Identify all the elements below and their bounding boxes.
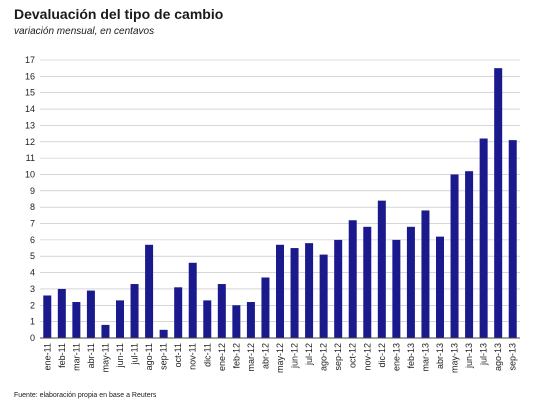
bar-jun-12 (290, 248, 299, 338)
bar-nov-11 (188, 262, 197, 338)
y-tick-label: 7 (30, 219, 35, 229)
bar-ene-11 (43, 295, 52, 338)
x-tick-label: jul-13 (479, 343, 489, 366)
y-tick-label: 9 (30, 186, 35, 196)
x-tick-label: ago-11 (144, 343, 154, 370)
x-tick-label: dic-12 (377, 343, 387, 368)
x-tick-label: ene-11 (42, 343, 52, 370)
bar-jul-11 (130, 284, 139, 338)
x-tick-label: ago-12 (319, 343, 329, 371)
x-tick-label: nov-11 (188, 343, 198, 370)
bar-sep-13 (508, 140, 517, 338)
y-tick-label: 6 (30, 235, 35, 245)
x-tick-label: jul-11 (130, 343, 140, 365)
x-tick-label: jun-13 (464, 343, 474, 369)
x-tick-label: oct-12 (348, 343, 358, 368)
bar-mar-12 (246, 302, 255, 338)
bar-jun-13 (465, 171, 474, 338)
bar-oct-11 (174, 287, 183, 338)
bar-jun-11 (116, 300, 124, 338)
bar-sep-11 (159, 329, 168, 338)
x-tick-label: abr-12 (260, 343, 270, 369)
x-tick-label: abr-13 (435, 343, 445, 369)
x-tick-label: may-12 (275, 343, 285, 373)
x-tick-label: sep-11 (159, 343, 169, 370)
y-tick-label: 4 (30, 268, 35, 278)
y-tick-label: 11 (26, 153, 35, 163)
bar-feb-12 (232, 305, 241, 338)
bar-jul-12 (305, 243, 314, 338)
bar-dic-12 (377, 200, 386, 338)
x-tick-label: ene-12 (217, 343, 227, 371)
bar-mar-11 (72, 302, 81, 338)
x-tick-label: jul-12 (304, 343, 314, 366)
y-tick-label: 17 (25, 55, 35, 65)
x-tick-label: mar-12 (246, 343, 256, 372)
x-tick-label: may-13 (450, 343, 460, 373)
x-axis-ticks: ene-11 feb-11 mar-11 abr-11 may-11 jun-11 jul-… (42, 343, 517, 373)
x-tick-label: mar-11 (71, 343, 81, 371)
bar-oct-12 (348, 220, 357, 338)
y-tick-label: 15 (25, 88, 35, 98)
bar-may-13 (450, 174, 459, 338)
bar-abr-12 (261, 277, 270, 338)
bar-ene-13 (392, 239, 401, 338)
bar-may-11 (101, 324, 110, 338)
bar-ago-13 (494, 68, 503, 339)
bar-jul-13 (479, 138, 488, 338)
source-note: Fuente: elaboración propia en base a Reu… (14, 392, 157, 399)
bar-abr-13 (436, 236, 444, 338)
bar-mar-13 (421, 210, 430, 338)
y-tick-label: 3 (30, 284, 35, 294)
x-tick-label: jun-12 (290, 343, 300, 369)
x-tick-label: sep-13 (508, 343, 518, 371)
bar-ago-12 (319, 254, 328, 338)
x-tick-label: jun-11 (115, 343, 125, 368)
y-tick-label: 14 (25, 104, 35, 114)
bar-sep-12 (334, 239, 343, 338)
bar-nov-12 (363, 226, 372, 338)
y-tick-label: 16 (25, 71, 35, 81)
chart-subtitle: variación mensual, en centavos (14, 26, 155, 37)
y-tick-label: 10 (25, 169, 35, 179)
x-tick-label: abr-11 (86, 343, 96, 368)
x-tick-label: nov-12 (362, 343, 372, 371)
y-tick-label: 13 (25, 120, 35, 130)
bar-dic-11 (203, 300, 212, 338)
x-tick-label: dic-11 (202, 343, 212, 367)
x-tick-label: oct-11 (173, 343, 183, 367)
x-tick-label: may-11 (100, 343, 110, 372)
y-tick-label: 0 (30, 333, 35, 343)
y-tick-label: 1 (30, 317, 35, 327)
y-tick-label: 5 (30, 251, 35, 261)
y-tick-label: 2 (30, 300, 35, 310)
bar-feb-13 (406, 226, 415, 338)
x-tick-label: feb-13 (406, 343, 416, 369)
x-tick-label: feb-11 (57, 343, 67, 368)
x-tick-label: ago-13 (493, 343, 503, 371)
chart-title: Devaluación del tipo de cambio (14, 6, 224, 22)
y-tick-label: 8 (30, 202, 35, 212)
bar-ene-12 (217, 284, 226, 338)
x-tick-label: sep-12 (333, 343, 343, 371)
x-tick-label: feb-12 (231, 343, 241, 369)
gridlines (40, 59, 520, 339)
x-tick-label: mar-13 (420, 343, 430, 372)
y-tick-label: 12 (25, 137, 35, 147)
bars (43, 68, 517, 339)
x-tick-label: ene-13 (391, 343, 401, 371)
bar-may-12 (276, 244, 284, 338)
bar-feb-11 (57, 288, 66, 338)
bar-ago-11 (145, 244, 154, 338)
bar-abr-11 (86, 290, 95, 338)
